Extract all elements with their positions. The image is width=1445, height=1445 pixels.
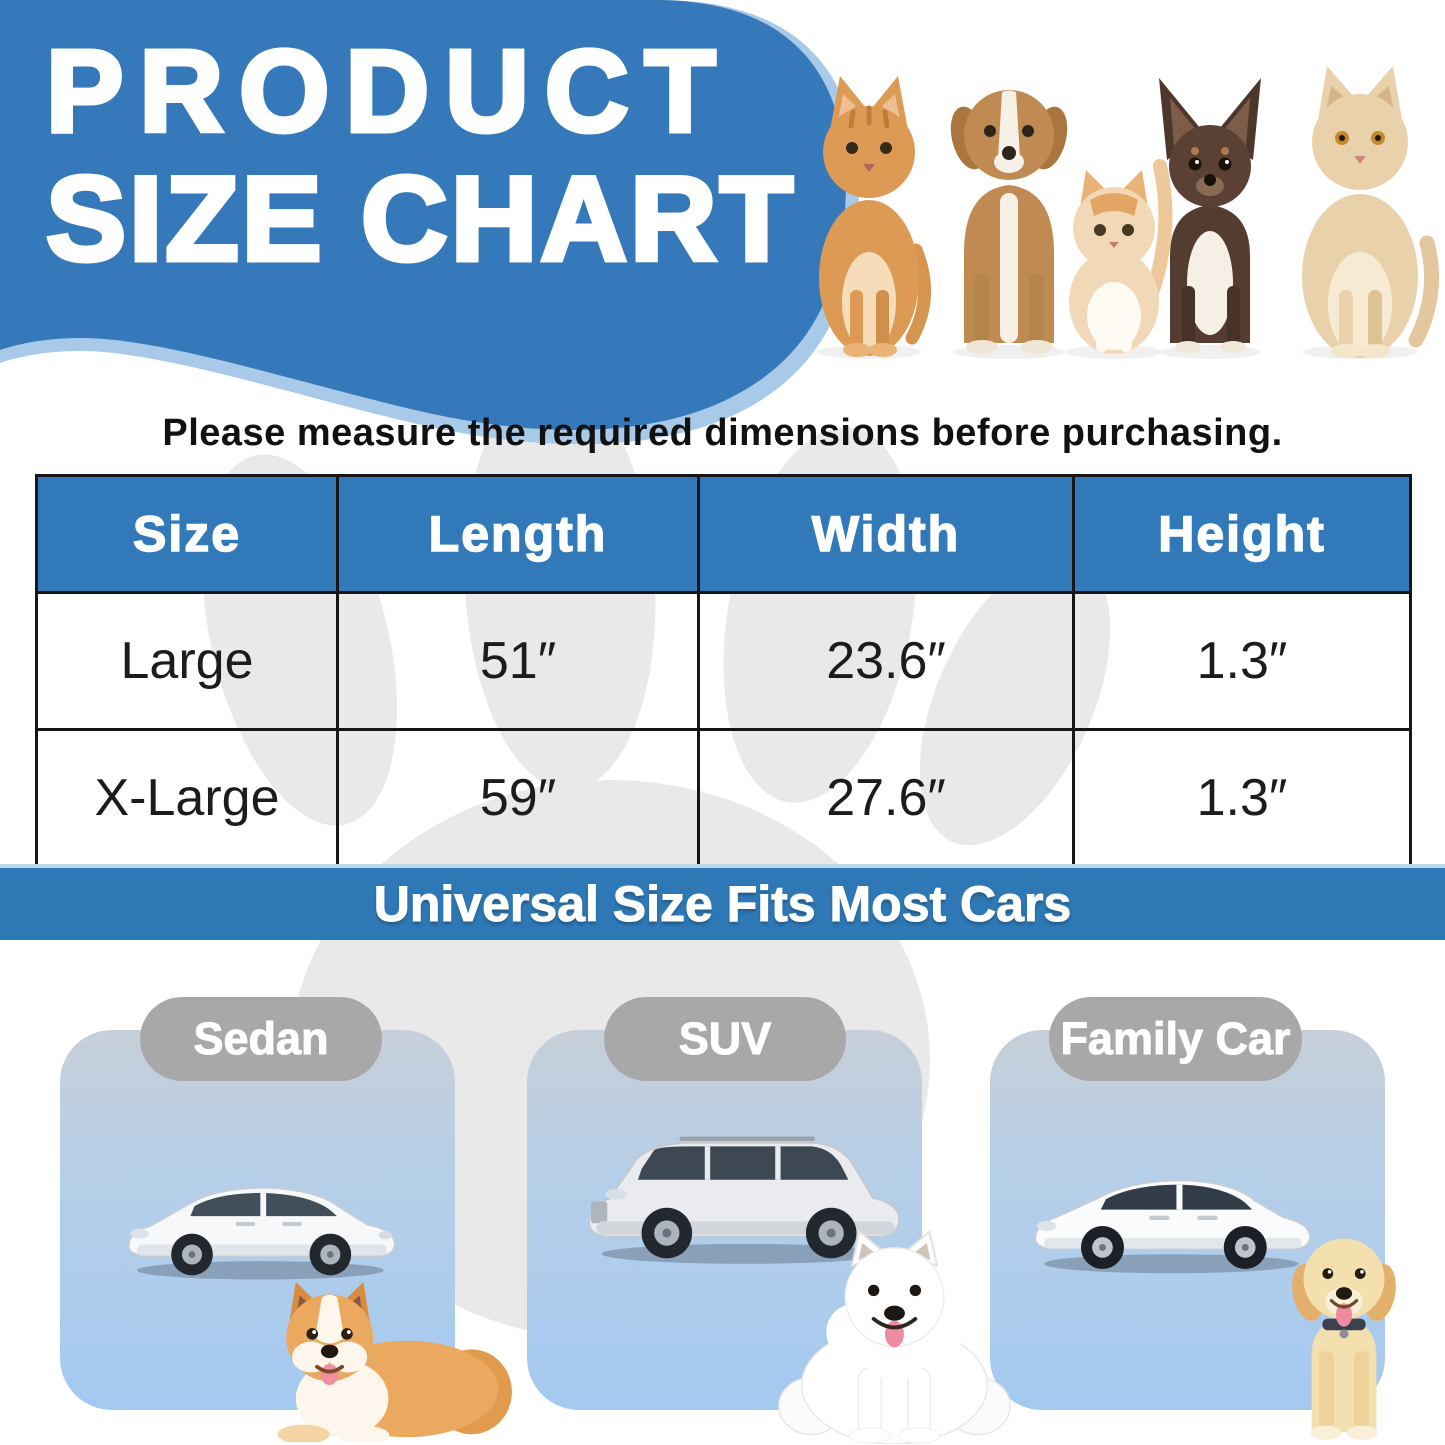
- suv-label-pill: SUV: [604, 997, 846, 1081]
- header-blob-shape: [0, 0, 860, 445]
- family-sedan-car-icon: [1034, 1179, 1311, 1274]
- cell-height: 1.3″: [1072, 591, 1412, 731]
- col-header-size: Size: [35, 474, 339, 594]
- brown-white-dog-icon: [950, 90, 1068, 354]
- col-header-height: Height: [1072, 474, 1412, 594]
- family-car-label-pill: Family Car: [1049, 997, 1302, 1081]
- table-header-row: Size Length Width Height: [35, 474, 1412, 594]
- blob-main: [0, 0, 847, 430]
- cell-length: 59″: [336, 728, 700, 868]
- cell-width: 27.6″: [697, 728, 1075, 868]
- universal-size-banner: Universal Size Fits Most Cars: [0, 864, 1445, 940]
- cream-kitten-icon: [1069, 159, 1173, 354]
- table-row-large: Large 51″ 23.6″ 1.3″: [35, 591, 1412, 731]
- universal-size-banner-label: Universal Size Fits Most Cars: [373, 876, 1072, 933]
- cream-cat-icon: [1302, 66, 1440, 358]
- family-car-label: Family Car: [1060, 1013, 1291, 1065]
- page-title-line2: SIZE CHART: [44, 150, 796, 289]
- measure-notice: Please measure the required dimensions b…: [162, 412, 1283, 454]
- chihuahua-icon: [1159, 78, 1261, 353]
- golden-retriever-puppy-icon: [1292, 1238, 1396, 1441]
- sedan-label-pill: Sedan: [140, 997, 382, 1081]
- orange-tabby-cat-icon: [819, 76, 931, 357]
- cell-size: Large: [35, 591, 339, 731]
- sedan-car-icon: [127, 1186, 396, 1280]
- cell-length: 51″: [336, 591, 700, 731]
- corgi-puppy-icon: [277, 1281, 512, 1442]
- suv-label: SUV: [678, 1013, 772, 1065]
- cell-width: 23.6″: [697, 591, 1075, 731]
- samoyed-dog-icon: [778, 1229, 1011, 1444]
- size-chart-table: Size Length Width Height Large 51″ 23.6″…: [35, 474, 1412, 868]
- pets-illustration: [817, 66, 1440, 359]
- col-header-length: Length: [336, 474, 700, 594]
- cell-height: 1.3″: [1072, 728, 1412, 868]
- page-title-line1: PRODUCT: [44, 24, 732, 159]
- cell-size: X-Large: [35, 728, 339, 868]
- col-header-width: Width: [697, 474, 1075, 594]
- sedan-label: Sedan: [193, 1013, 329, 1065]
- table-row-xlarge: X-Large 59″ 27.6″ 1.3″: [35, 728, 1412, 868]
